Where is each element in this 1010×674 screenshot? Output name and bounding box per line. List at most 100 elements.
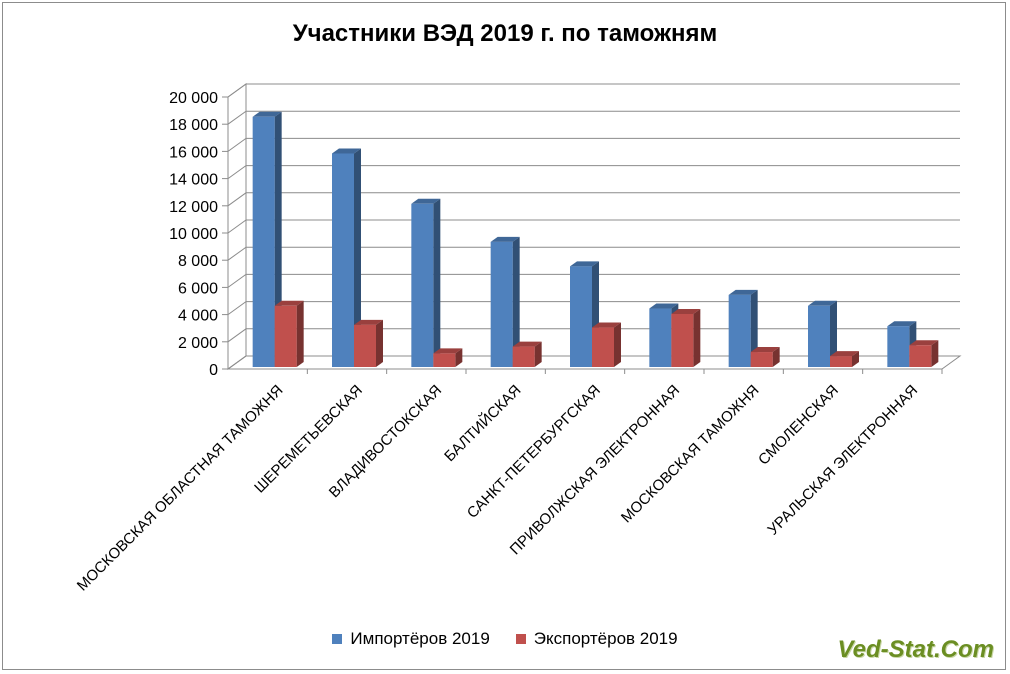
bar-front (728, 294, 751, 367)
bar-imports (728, 289, 758, 367)
bar-front (570, 266, 592, 367)
bar-side (772, 347, 780, 367)
y-axis-ticks: 0 2 000 4 000 6 000 8 000 10 000 12 000 14 000 1… (169, 90, 229, 379)
bar-top (649, 303, 679, 309)
bar-exports (830, 351, 859, 367)
watermark: Ved-Stat.Com (837, 636, 994, 663)
legend-swatch-exports (515, 634, 526, 644)
bar-front (252, 116, 275, 367)
bar-side (830, 300, 837, 367)
gridline (227, 219, 960, 234)
bar-front (830, 356, 852, 367)
bar-imports (332, 148, 361, 367)
bar-side (376, 319, 383, 367)
bar-front (750, 352, 773, 367)
bar-side (534, 341, 542, 367)
bar-side (433, 198, 441, 367)
x-axis-categories: МОСКОВСКАЯ ОБЛАСТНАЯ ТАМОЖНЯШЕРЕМЕТЬЕВСК… (74, 369, 943, 594)
x-category-label: СМОЛЕНСКАЯ (755, 382, 842, 469)
legend-item-exports: Экспортёров 2019 (515, 629, 678, 649)
bar-top (252, 111, 282, 117)
gridline (227, 83, 960, 98)
gridline (227, 165, 960, 180)
bar-top (274, 300, 304, 306)
y-tick-label: 18 000 (169, 117, 218, 134)
bar-side (614, 322, 621, 367)
bar-exports (671, 308, 701, 367)
bar-top (728, 289, 758, 295)
bar-front (512, 346, 535, 367)
gridline (227, 273, 960, 288)
x-category-label: ПРИВОЛЖСКАЯ ЭЛЕКТРОННАЯ (507, 382, 683, 558)
chart-title: Участники ВЭД 2019 г. по таможням (292, 20, 718, 47)
bar-top (332, 148, 361, 154)
bar-side (354, 148, 361, 367)
y-tick-label: 4 000 (178, 308, 218, 325)
bar-exports (512, 341, 542, 367)
bar-top (570, 261, 599, 267)
bar-front (490, 241, 513, 367)
bar-top (433, 348, 463, 354)
gridline (227, 301, 960, 316)
bar-imports (808, 300, 837, 367)
legend-label-imports: Импортёров 2019 (350, 629, 490, 648)
gridline (227, 137, 960, 152)
bar-imports (252, 111, 282, 367)
bar-front (887, 326, 910, 367)
bar-front (332, 153, 354, 367)
bar-exports (909, 340, 939, 367)
bar-side (296, 300, 304, 367)
bar-top (411, 198, 441, 204)
bar-exports (354, 319, 383, 367)
chart-walls (226, 83, 962, 370)
bar-top (830, 351, 859, 357)
bar-side (931, 340, 939, 367)
gridline (227, 246, 960, 261)
bar-front (808, 305, 830, 367)
y-tick-label: 2 000 (178, 335, 218, 352)
bar-side (750, 289, 758, 367)
bar-top (808, 300, 837, 306)
x-category-label: БАЛТИЙСКАЯ (440, 381, 524, 465)
bar-front (411, 203, 434, 367)
y-tick-label: 0 (209, 362, 218, 379)
bar-top (490, 236, 520, 242)
bar-front (274, 305, 297, 367)
bar-side (693, 308, 701, 367)
bar-exports (592, 322, 621, 367)
y-tick-label: 16 000 (169, 144, 218, 161)
y-tick-label: 8 000 (178, 253, 218, 270)
bar-front (592, 327, 614, 367)
bar-front (649, 308, 672, 367)
bar-exports (750, 347, 780, 367)
bar-imports (490, 236, 520, 367)
y-tick-label: 20 000 (169, 90, 218, 107)
bar-series (252, 111, 939, 367)
bar-front (671, 313, 694, 367)
y-tick-label: 12 000 (169, 199, 218, 216)
bar-top (887, 321, 917, 327)
legend-label-exports: Экспортёров 2019 (533, 629, 678, 648)
bar-side (455, 348, 463, 367)
legend-item-imports: Импортёров 2019 (332, 629, 490, 649)
bar-front (909, 345, 932, 367)
bar-top (750, 347, 780, 353)
y-tick-label: 14 000 (169, 172, 218, 189)
bar-exports (433, 348, 463, 367)
bar-front (433, 353, 456, 367)
legend: Импортёров 2019 Экспортёров 2019 (0, 629, 1010, 649)
y-tick-label: 6 000 (178, 280, 218, 297)
bar-top (671, 308, 701, 314)
bar-side (852, 351, 859, 367)
gridline (227, 110, 960, 125)
bar-side (512, 236, 520, 367)
bar-top (909, 340, 939, 346)
bar-top (592, 322, 621, 328)
legend-swatch-imports (332, 634, 343, 644)
bar-front (354, 324, 376, 367)
bar-top (512, 341, 542, 347)
bar-exports (274, 300, 304, 367)
y-tick-label: 10 000 (169, 226, 218, 243)
bar-top (354, 319, 383, 325)
